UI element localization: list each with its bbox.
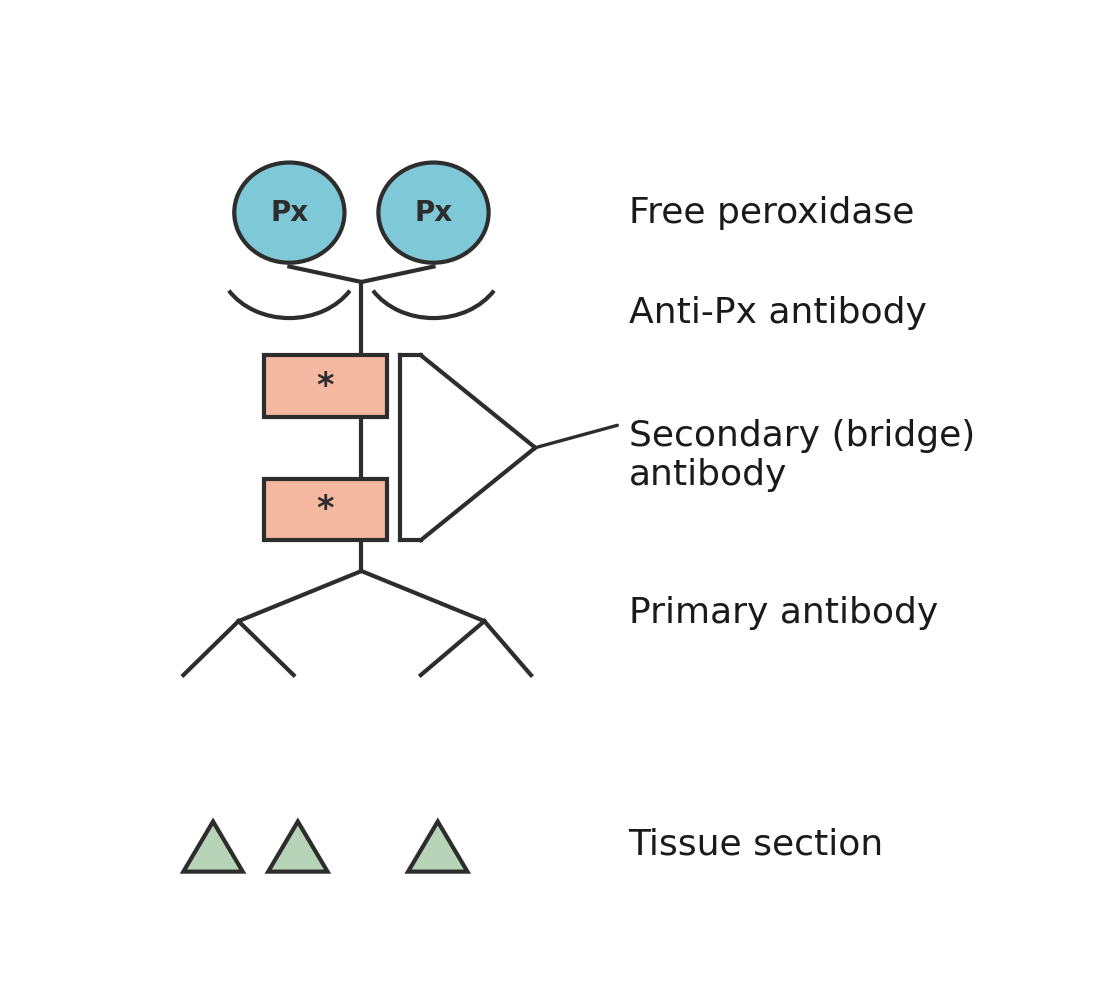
Text: *: * bbox=[316, 369, 334, 402]
Circle shape bbox=[234, 162, 345, 262]
Bar bbox=[264, 478, 387, 541]
Bar bbox=[264, 355, 387, 416]
Text: Px: Px bbox=[270, 198, 309, 226]
Circle shape bbox=[379, 162, 489, 262]
Text: Tissue section: Tissue section bbox=[628, 828, 884, 862]
Text: *: * bbox=[316, 492, 334, 526]
Text: Anti-Px antibody: Anti-Px antibody bbox=[628, 296, 927, 329]
Text: Primary antibody: Primary antibody bbox=[628, 597, 938, 631]
Text: Secondary (bridge)
antibody: Secondary (bridge) antibody bbox=[628, 418, 975, 492]
Polygon shape bbox=[268, 822, 327, 872]
Polygon shape bbox=[408, 822, 467, 872]
Polygon shape bbox=[184, 822, 243, 872]
Text: Px: Px bbox=[415, 198, 453, 226]
Text: Free peroxidase: Free peroxidase bbox=[628, 195, 913, 229]
